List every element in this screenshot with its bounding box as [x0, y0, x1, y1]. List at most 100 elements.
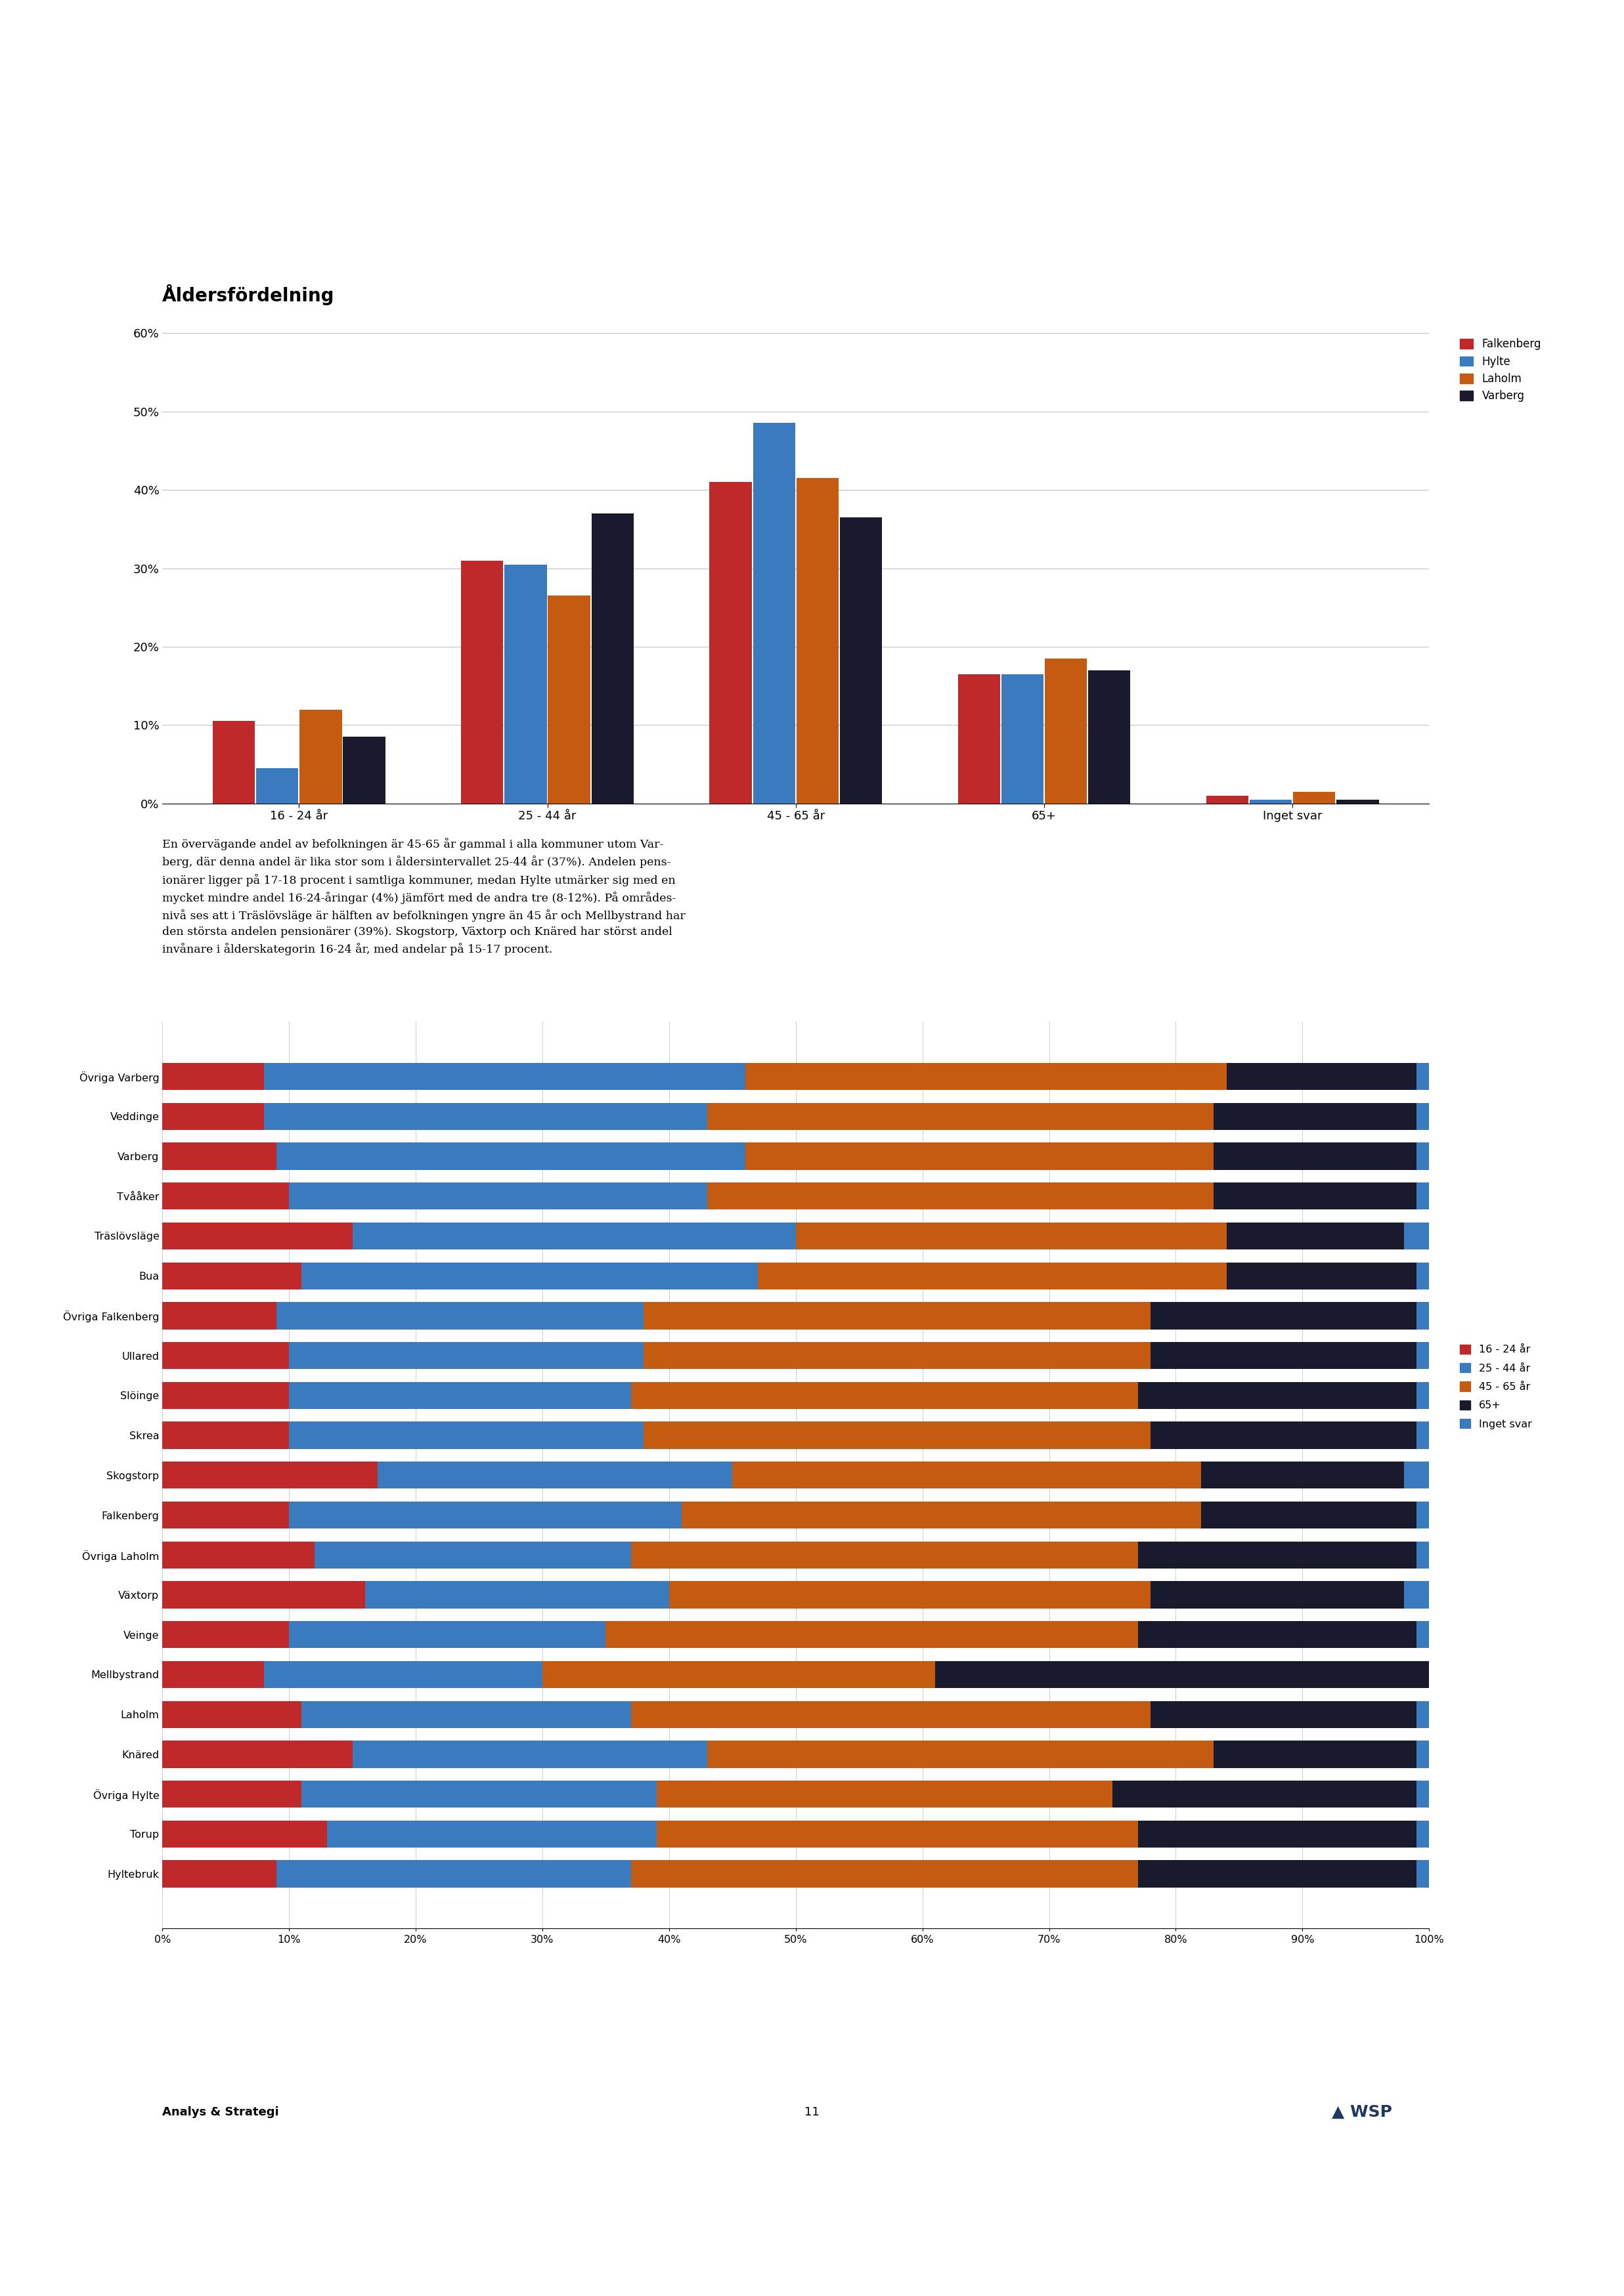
Bar — [656, 1821, 1138, 1848]
Bar — [1416, 1063, 1429, 1091]
Bar — [1150, 1302, 1416, 1329]
Bar — [840, 517, 882, 804]
Bar — [1207, 797, 1249, 804]
Bar — [257, 769, 299, 804]
Bar — [162, 1343, 289, 1368]
Bar — [505, 565, 547, 804]
Bar — [1150, 1582, 1403, 1607]
Bar — [162, 1821, 326, 1848]
Bar — [656, 1782, 1112, 1807]
Bar — [682, 1502, 1202, 1529]
Bar — [1416, 1821, 1429, 1848]
Bar — [796, 478, 838, 804]
Bar — [162, 1782, 302, 1807]
Bar — [162, 1701, 302, 1729]
Bar — [461, 560, 503, 804]
Bar — [365, 1582, 669, 1607]
Bar — [1416, 1302, 1429, 1329]
Bar — [315, 1541, 632, 1568]
Bar — [1403, 1582, 1429, 1607]
Bar — [1213, 1740, 1416, 1768]
Bar — [1138, 1382, 1416, 1410]
Bar — [1416, 1701, 1429, 1729]
Bar — [1150, 1421, 1416, 1449]
Bar — [162, 1221, 352, 1249]
Bar — [1416, 1343, 1429, 1368]
Bar — [1150, 1701, 1416, 1729]
Bar — [1226, 1063, 1416, 1091]
Bar — [162, 1740, 352, 1768]
Bar — [162, 1182, 289, 1210]
Bar — [1002, 675, 1044, 804]
Bar — [289, 1621, 606, 1649]
Bar — [796, 1221, 1226, 1249]
Bar — [1150, 1343, 1416, 1368]
Bar — [1138, 1821, 1416, 1848]
Bar — [1416, 1740, 1429, 1768]
Bar — [958, 675, 1000, 804]
Bar — [300, 709, 343, 804]
Bar — [1213, 1102, 1416, 1130]
Bar — [1250, 799, 1293, 804]
Text: ▲ WSP: ▲ WSP — [1332, 2105, 1392, 2119]
Bar — [1293, 792, 1335, 804]
Bar — [643, 1421, 1150, 1449]
Bar — [1416, 1782, 1429, 1807]
Bar — [162, 1102, 263, 1130]
Bar — [606, 1621, 1138, 1649]
Bar — [352, 1221, 796, 1249]
Bar — [302, 1701, 632, 1729]
Bar — [745, 1063, 1226, 1091]
Text: En övervägande andel av befolkningen är 45-65 år gammal i alla kommuner utom Var: En övervägande andel av befolkningen är … — [162, 838, 685, 955]
Bar — [1416, 1502, 1429, 1529]
Bar — [289, 1502, 682, 1529]
Bar — [263, 1660, 542, 1688]
Bar — [162, 1582, 365, 1607]
Text: Åldersfördelning: Åldersfördelning — [162, 285, 335, 305]
Bar — [732, 1463, 1202, 1488]
Bar — [710, 482, 752, 804]
Bar — [758, 1263, 1226, 1290]
Bar — [542, 1660, 935, 1688]
Legend: Falkenberg, Hylte, Laholm, Varberg: Falkenberg, Hylte, Laholm, Varberg — [1460, 338, 1541, 402]
Bar — [632, 1860, 1138, 1887]
Text: Analys & Strategi: Analys & Strategi — [162, 2105, 279, 2119]
Bar — [289, 1421, 643, 1449]
Bar — [1213, 1182, 1416, 1210]
Bar — [632, 1701, 1150, 1729]
Bar — [302, 1263, 758, 1290]
Bar — [935, 1660, 1429, 1688]
Bar — [276, 1860, 632, 1887]
Bar — [276, 1302, 643, 1329]
Bar — [326, 1821, 656, 1848]
Bar — [1202, 1463, 1403, 1488]
Bar — [162, 1541, 315, 1568]
Bar — [632, 1382, 1138, 1410]
Bar — [302, 1782, 656, 1807]
Bar — [745, 1143, 1213, 1169]
Bar — [547, 595, 590, 804]
Bar — [1337, 799, 1379, 804]
Bar — [162, 1860, 276, 1887]
Bar — [1088, 670, 1130, 804]
Bar — [343, 737, 385, 804]
Bar — [162, 1143, 276, 1169]
Bar — [1403, 1463, 1429, 1488]
Bar — [591, 514, 633, 804]
Bar — [1202, 1502, 1416, 1529]
Bar — [378, 1463, 732, 1488]
Bar — [162, 1660, 263, 1688]
Bar — [1138, 1541, 1416, 1568]
Bar — [289, 1382, 632, 1410]
Bar — [1416, 1382, 1429, 1410]
Bar — [263, 1102, 706, 1130]
Bar — [632, 1541, 1138, 1568]
Bar — [1403, 1221, 1429, 1249]
Bar — [1213, 1143, 1416, 1169]
Bar — [706, 1182, 1213, 1210]
Bar — [1416, 1143, 1429, 1169]
Bar — [643, 1302, 1150, 1329]
Bar — [1416, 1421, 1429, 1449]
Legend: 16 - 24 år, 25 - 44 år, 45 - 65 år, 65+, Inget svar: 16 - 24 år, 25 - 44 år, 45 - 65 år, 65+,… — [1460, 1345, 1531, 1428]
Bar — [289, 1182, 706, 1210]
